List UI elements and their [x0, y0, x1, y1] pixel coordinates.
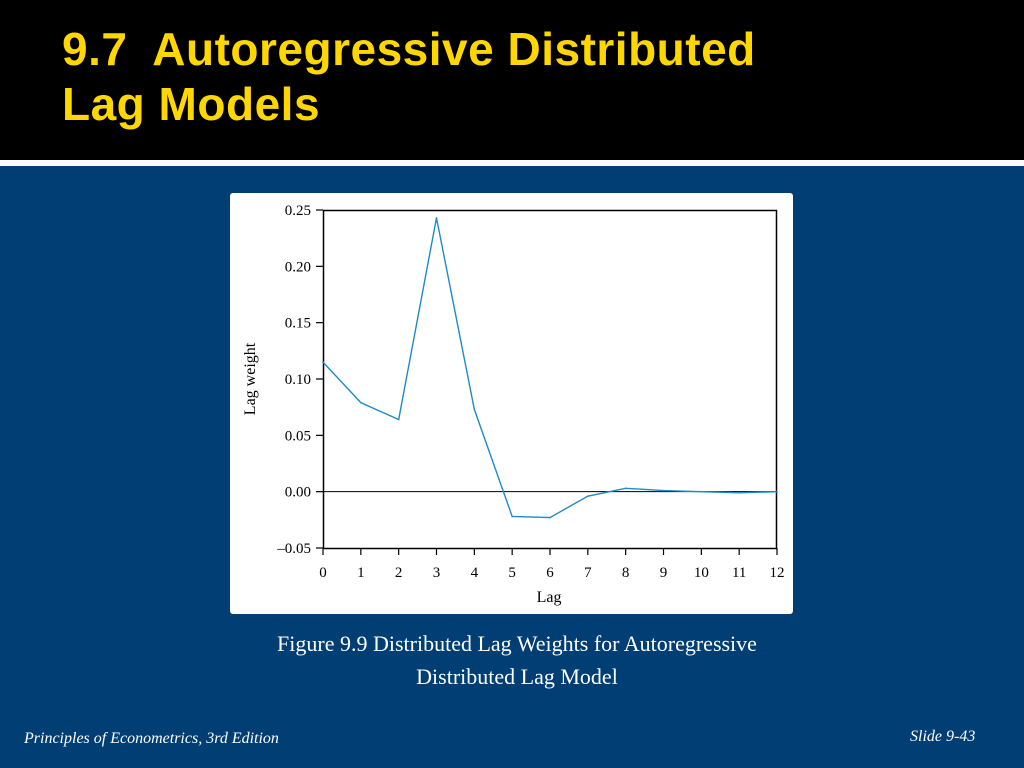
data-point — [435, 217, 438, 219]
data-point — [587, 495, 589, 497]
series-line — [322, 217, 778, 519]
plot-frame — [322, 209, 778, 550]
y-tick-label: 0.00 — [285, 485, 311, 501]
x-tick-label: 6 — [546, 565, 554, 581]
data-point — [662, 489, 665, 492]
caption-line-1: Figure 9.9 Distributed Lag Weights for A… — [277, 631, 757, 656]
y-tick-label: 0.20 — [285, 259, 311, 275]
x-tick-label: 2 — [395, 565, 403, 581]
x-tick-label: 3 — [433, 565, 441, 581]
slide-title-line-2: Lag Models — [62, 78, 321, 131]
y-tick-label: 0.15 — [285, 316, 311, 332]
x-axis-label: Lag — [537, 589, 562, 606]
slide-title: 9.7 Autoregressive Distributed Lag Model… — [62, 22, 756, 132]
figure-caption: Figure 9.9 Distributed Lag Weights for A… — [200, 627, 834, 693]
data-point — [360, 401, 362, 404]
x-tick-label: 11 — [732, 565, 746, 581]
x-tick-label: 10 — [694, 565, 709, 581]
x-tick-label: 4 — [471, 565, 479, 581]
x-tick-label: 5 — [508, 565, 515, 581]
x-tick-label: 7 — [584, 565, 592, 581]
slide-number: Slide 9-43 — [910, 728, 976, 745]
footer-book-title: Principles of Econometrics, 3rd Edition — [24, 730, 279, 747]
data-points — [322, 217, 778, 519]
data-point — [549, 516, 551, 519]
x-tick-label: 1 — [357, 565, 365, 581]
data-point — [738, 491, 740, 494]
caption-line-2: Distributed Lag Model — [416, 664, 618, 689]
data-point — [397, 418, 400, 421]
y-tick-label: 0.05 — [285, 428, 311, 444]
data-point — [322, 361, 324, 363]
data-point — [511, 515, 513, 518]
x-tick-label: 0 — [319, 565, 327, 581]
title-divider — [0, 160, 1024, 166]
data-point — [473, 408, 476, 411]
data-point — [624, 487, 627, 490]
x-tick-label: 12 — [770, 565, 785, 581]
title-bar: 9.7 Autoregressive Distributed Lag Model… — [0, 0, 1024, 160]
data-point — [776, 490, 778, 493]
data-point — [700, 490, 703, 493]
slide-title-line-1: 9.7 Autoregressive Distributed — [62, 23, 756, 75]
y-tick-label: –0.05 — [276, 541, 311, 557]
y-axis-label: Lag weight — [242, 342, 259, 415]
y-tick-label: 0.10 — [285, 372, 311, 388]
x-axis: 0 1 2 3 4 5 6 7 8 9 10 11 12 — [319, 548, 785, 581]
x-tick-label: 8 — [622, 565, 630, 581]
y-tick-label: 0.25 — [285, 203, 311, 219]
y-axis: 0.25 0.20 0.15 0.10 0.05 0.00 –0.05 — [276, 203, 323, 557]
x-tick-label: 9 — [660, 565, 668, 581]
